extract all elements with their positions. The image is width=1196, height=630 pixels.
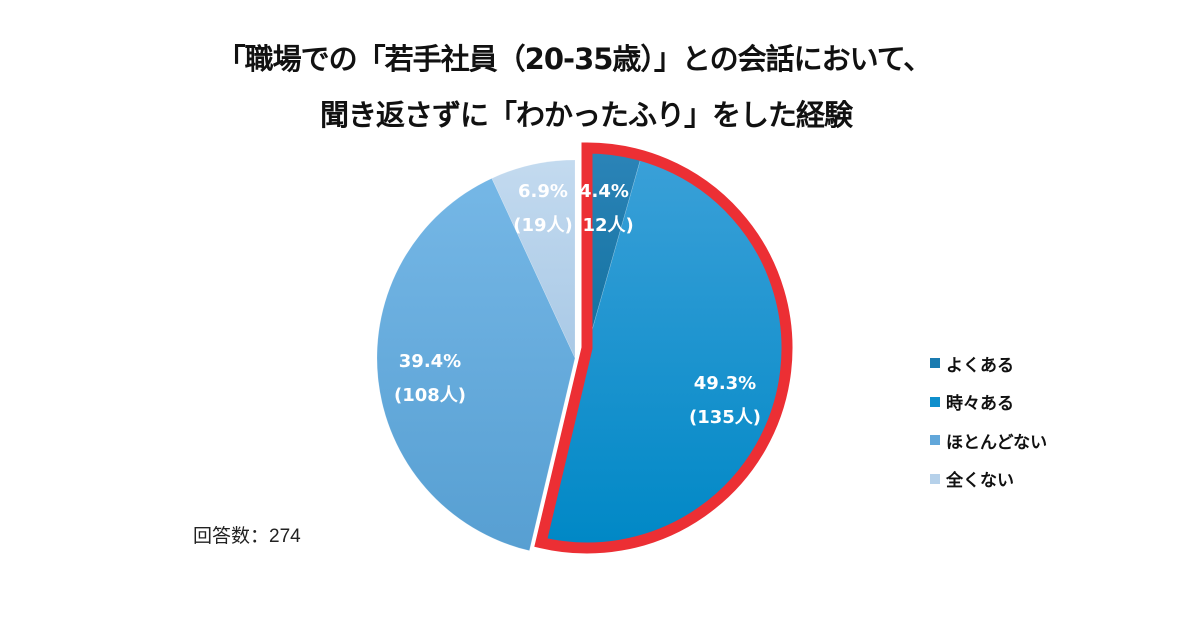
- legend-label: よくある: [946, 355, 1014, 376]
- legend-swatch-icon: [930, 435, 940, 446]
- legend-swatch-icon: [930, 358, 940, 369]
- slice-pct: 4.4%: [579, 181, 629, 202]
- legend-item: 全くない: [930, 460, 1047, 499]
- slice-count: (12人): [574, 215, 634, 236]
- legend-item: よくある: [930, 344, 1047, 383]
- chart-title-line-2: 聞き返さずに「わかったふり」をした経験: [319, 98, 853, 132]
- highlight-outline: [534, 142, 793, 554]
- slice-label-yokuaru: 4.4% (12人): [574, 175, 634, 243]
- legend-item: 時々ある: [930, 383, 1047, 422]
- slice-label-tokidoki: 49.3% (135人): [680, 367, 770, 435]
- legend-swatch-icon: [930, 396, 940, 407]
- slice-pct: 6.9%: [518, 181, 568, 202]
- slice-count: (135人): [688, 407, 762, 428]
- slice-count: (19人): [513, 215, 573, 236]
- chart-title-line-1: 「職場での「若手社員（20-35歳）」との会話において、: [216, 42, 933, 76]
- legend-label: 時々ある: [946, 394, 1014, 415]
- slice-count: (108人): [393, 385, 467, 406]
- respondent-count: 回答数：274: [193, 526, 301, 547]
- legend-label: 全くない: [946, 471, 1014, 492]
- pie-slice-4: [491, 159, 576, 359]
- slice-pct: 49.3%: [693, 373, 757, 394]
- legend-item: ほとんどない: [930, 421, 1047, 460]
- pie-slice-3: [376, 177, 576, 552]
- slice-label-hotondo: 39.4% (108人): [380, 345, 480, 413]
- legend: よくある 時々ある ほとんどない 全くない: [930, 344, 1047, 498]
- legend-swatch-icon: [930, 473, 940, 484]
- slice-label-mattaku: 6.9% (19人): [510, 175, 576, 243]
- legend-label: ほとんどない: [946, 432, 1048, 453]
- slice-pct: 39.4%: [398, 351, 462, 372]
